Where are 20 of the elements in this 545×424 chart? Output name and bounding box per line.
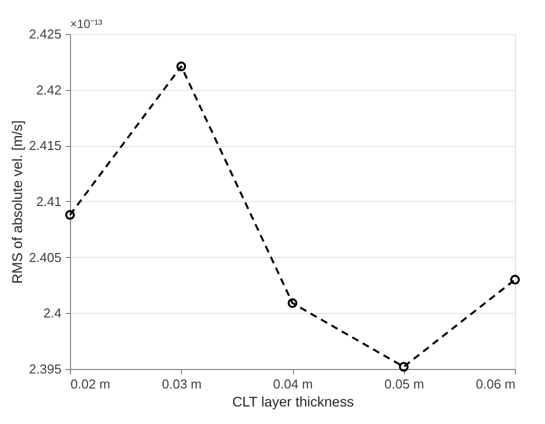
y-tick-label: 2.415 — [28, 138, 62, 154]
y-tick-label: 2.405 — [28, 250, 62, 265]
x-tick-label: 0.03 m — [162, 376, 202, 392]
y-tick-label: 2.425 — [28, 26, 62, 42]
y-tick-label: 2.395 — [28, 362, 62, 376]
point — [510, 274, 520, 285]
text: ×10⁻¹³ — [70, 17, 102, 31]
y-tick-label: 2.42 — [36, 82, 62, 98]
y-tick-label: 2.41 — [36, 194, 62, 209]
x-tick-label: 0.05 m — [384, 376, 424, 392]
x-axis-title: CLT layer thickness — [232, 394, 354, 410]
x-tick-label: 0.02 m — [70, 376, 110, 392]
point — [398, 362, 409, 372]
x-tick-label: 0.06 m — [476, 376, 516, 392]
y-axis-title: RMS of absolute vel. [m/s] — [8, 120, 25, 284]
x-tick-label: 0.04 m — [273, 376, 313, 392]
point — [176, 62, 186, 72]
y-tick-label: 2.4 — [43, 306, 62, 321]
point — [288, 298, 298, 308]
point — [65, 210, 75, 220]
